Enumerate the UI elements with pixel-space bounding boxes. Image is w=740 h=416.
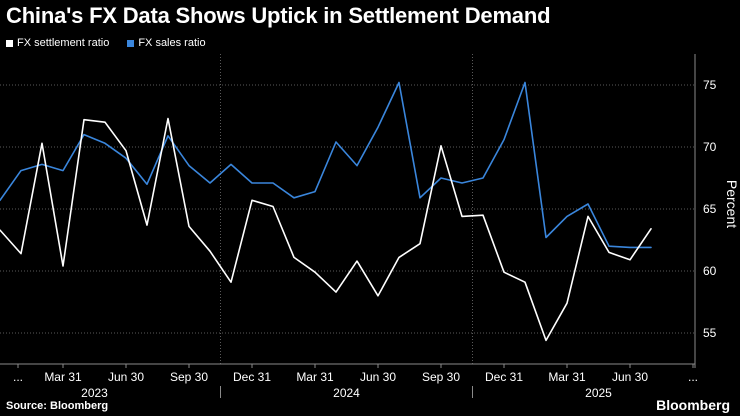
x-tick-label-8: Dec 31 bbox=[485, 370, 523, 384]
y-tick-label-65: 65 bbox=[703, 202, 717, 216]
x-tick-label-10: Jun 30 bbox=[612, 370, 648, 384]
year-label-2024: 2024 bbox=[333, 386, 360, 400]
series-line-settlement bbox=[0, 117, 652, 342]
year-label-2025: 2025 bbox=[585, 386, 612, 400]
x-tick-label-7: Sep 30 bbox=[422, 370, 460, 384]
legend: FX settlement ratio FX sales ratio bbox=[6, 37, 206, 49]
y-tick-label-60: 60 bbox=[703, 264, 717, 278]
x-tick-label-3: Sep 30 bbox=[170, 370, 208, 384]
legend-label-settlement: FX settlement ratio bbox=[17, 37, 110, 49]
y-tick-label-55: 55 bbox=[703, 326, 717, 340]
x-tick-label-4: Dec 31 bbox=[233, 370, 271, 384]
legend-label-sales: FX sales ratio bbox=[138, 37, 206, 49]
x-tick-label-5: Mar 31 bbox=[296, 370, 334, 384]
x-tick-label-2: Jun 30 bbox=[108, 370, 144, 384]
y-tick-label-75: 75 bbox=[703, 78, 717, 92]
series-layer bbox=[0, 81, 652, 342]
brand-logo: Bloomberg bbox=[656, 397, 730, 413]
x-tick-label-6: Jun 30 bbox=[360, 370, 396, 384]
x-tick-label-0: ... bbox=[13, 370, 23, 384]
year-label-2023: 2023 bbox=[81, 386, 108, 400]
x-tick-label-1: Mar 31 bbox=[44, 370, 82, 384]
chart-title: China's FX Data Shows Uptick in Settleme… bbox=[6, 3, 551, 28]
x-tick-label-11: ... bbox=[688, 370, 698, 384]
y-axis-label: Percent bbox=[724, 180, 740, 228]
legend-item-sales: FX sales ratio bbox=[127, 37, 206, 49]
legend-item-settlement: FX settlement ratio bbox=[6, 37, 109, 49]
y-tick-label-70: 70 bbox=[703, 140, 717, 154]
x-tick-label-9: Mar 31 bbox=[548, 370, 586, 384]
axis-layer: 55 60 65 70 75... Mar 31 Jun 30 Sep 30 Dec 31 Mar… bbox=[0, 54, 740, 400]
series-line-sales bbox=[0, 81, 652, 249]
legend-swatch-sales bbox=[127, 39, 135, 47]
source-note: Source: Bloomberg bbox=[6, 400, 109, 412]
legend-swatch-settlement bbox=[6, 39, 13, 47]
